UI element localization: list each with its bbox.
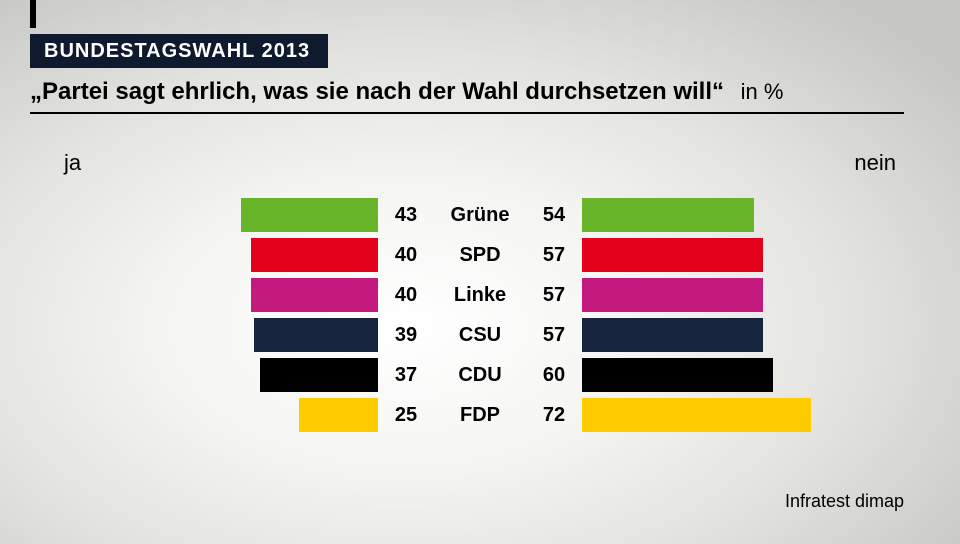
- bar-left-container: [60, 278, 378, 312]
- right-column-label: nein: [854, 150, 896, 176]
- source-credit: Infratest dimap: [785, 491, 904, 512]
- value-nein: 60: [526, 364, 582, 387]
- party-label: Linke: [434, 284, 526, 307]
- party-label: CDU: [434, 364, 526, 387]
- value-nein: 57: [526, 324, 582, 347]
- bar-right-container: [582, 358, 900, 392]
- bar-right-container: [582, 238, 900, 272]
- bar-left-container: [60, 398, 378, 432]
- party-label: FDP: [434, 404, 526, 427]
- bar-right-container: [582, 318, 900, 352]
- header-bar: BUNDESTAGSWAHL 2013: [30, 34, 328, 68]
- chart-row: 40Linke57: [60, 278, 900, 312]
- diverging-bar-chart: ja nein 43Grüne5440SPD5740Linke5739CSU57…: [60, 150, 900, 438]
- bar-right-container: [582, 398, 900, 432]
- value-ja: 43: [378, 204, 434, 227]
- subtitle-underline: [30, 112, 904, 114]
- bar-left-container: [60, 358, 378, 392]
- bar-right-container: [582, 198, 900, 232]
- bar-ja: [241, 198, 378, 232]
- bar-left-container: [60, 198, 378, 232]
- value-ja: 37: [378, 364, 434, 387]
- header-title: BUNDESTAGSWAHL 2013: [44, 40, 310, 63]
- chart-row: 39CSU57: [60, 318, 900, 352]
- party-label: SPD: [434, 244, 526, 267]
- bar-nein: [582, 278, 763, 312]
- bar-ja: [299, 398, 379, 432]
- chart-row: 37CDU60: [60, 358, 900, 392]
- bar-nein: [582, 198, 754, 232]
- column-labels: ja nein: [60, 150, 900, 176]
- value-nein: 72: [526, 404, 582, 427]
- value-nein: 57: [526, 244, 582, 267]
- value-ja: 40: [378, 284, 434, 307]
- bar-nein: [582, 398, 811, 432]
- bar-nein: [582, 238, 763, 272]
- bar-left-container: [60, 318, 378, 352]
- chart-row: 43Grüne54: [60, 198, 900, 232]
- value-ja: 39: [378, 324, 434, 347]
- bar-ja: [251, 238, 378, 272]
- value-nein: 54: [526, 204, 582, 227]
- value-ja: 25: [378, 404, 434, 427]
- subtitle-text: „Partei sagt ehrlich, was sie nach der W…: [30, 78, 724, 105]
- chart-row: 40SPD57: [60, 238, 900, 272]
- bar-nein: [582, 318, 763, 352]
- party-label: CSU: [434, 324, 526, 347]
- decorative-top-tick: [30, 0, 36, 28]
- left-column-label: ja: [64, 150, 81, 176]
- subtitle-unit: in %: [741, 79, 784, 104]
- bar-right-container: [582, 278, 900, 312]
- value-nein: 57: [526, 284, 582, 307]
- bar-ja: [260, 358, 378, 392]
- bar-ja: [254, 318, 378, 352]
- value-ja: 40: [378, 244, 434, 267]
- party-label: Grüne: [434, 204, 526, 227]
- bar-nein: [582, 358, 773, 392]
- bar-left-container: [60, 238, 378, 272]
- bar-ja: [251, 278, 378, 312]
- chart-row: 25FDP72: [60, 398, 900, 432]
- rows-container: 43Grüne5440SPD5740Linke5739CSU5737CDU602…: [60, 198, 900, 432]
- subtitle: „Partei sagt ehrlich, was sie nach der W…: [30, 78, 930, 106]
